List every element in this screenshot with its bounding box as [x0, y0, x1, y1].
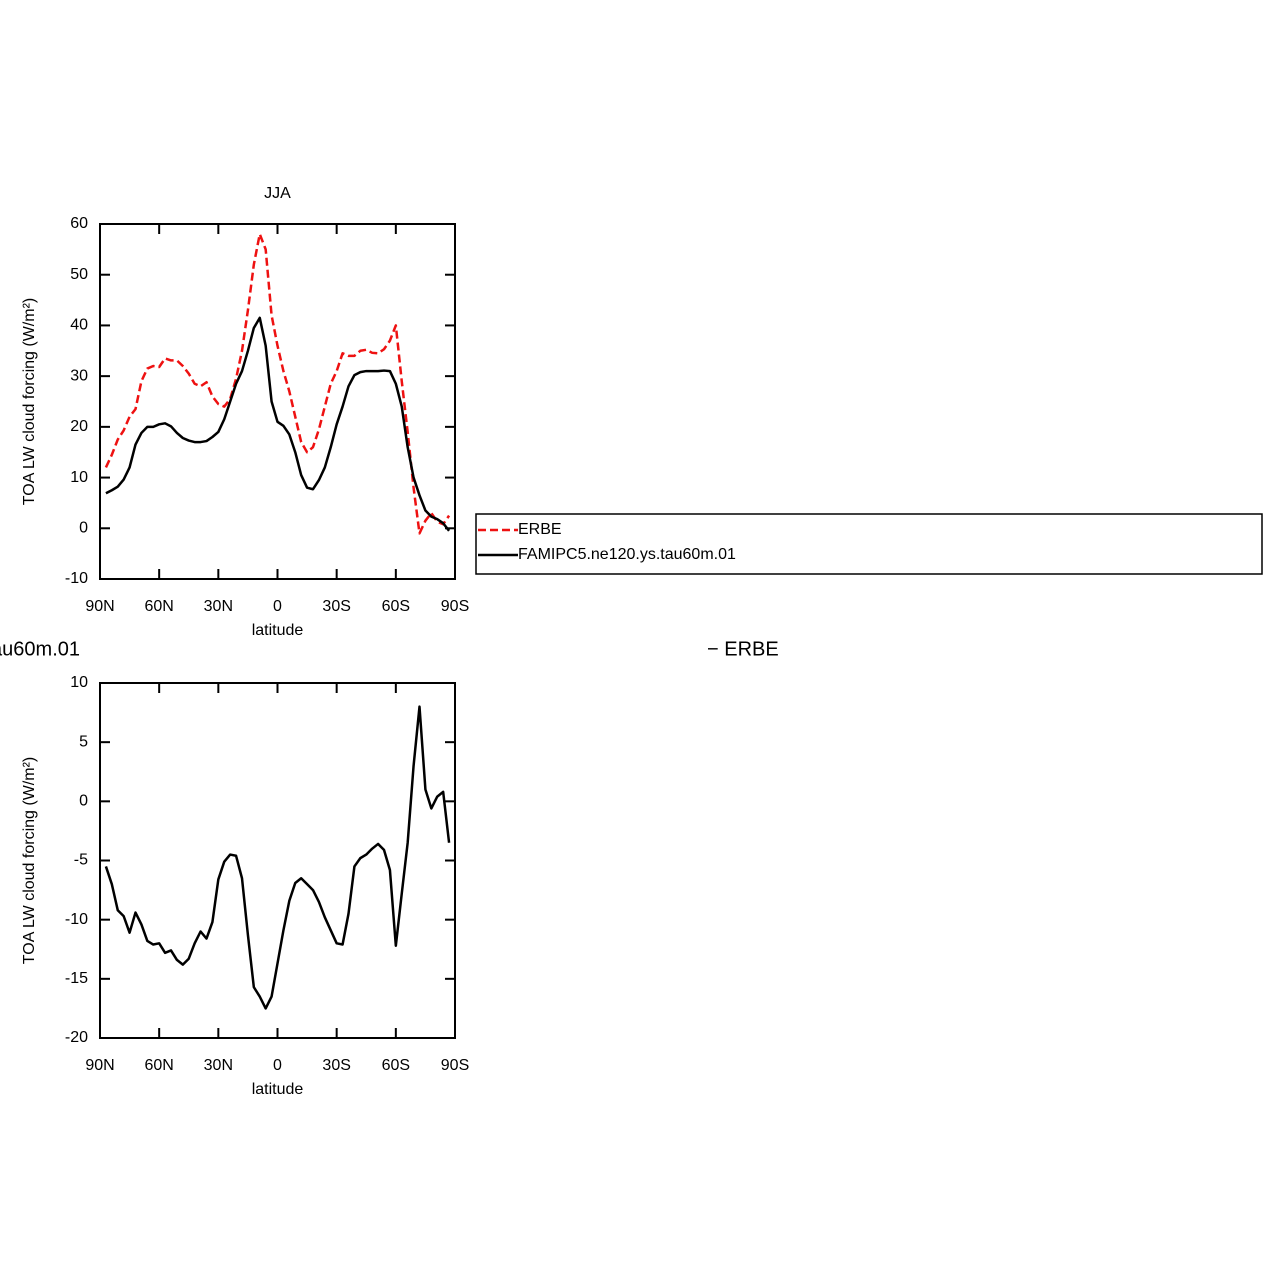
y-tick-label: 30 [70, 367, 88, 384]
y-axis-label: TOA LW cloud forcing (W/m²) [21, 757, 38, 964]
chart-title: JJA [264, 185, 291, 202]
legend-label: ERBE [518, 521, 562, 538]
y-tick-label: -10 [65, 911, 88, 928]
x-tick-label: 30S [322, 1057, 350, 1074]
plot-frame [99, 682, 456, 1039]
y-tick-label: 10 [70, 469, 88, 486]
x-tick-label: 0 [273, 598, 282, 615]
data-line [105, 316, 451, 532]
data-line [104, 705, 451, 1010]
y-tick-label: 60 [70, 215, 88, 232]
x-tick-label: 90N [85, 598, 114, 615]
y-tick-label: 0 [79, 520, 88, 537]
legend-box [475, 513, 1263, 575]
y-tick-label: 40 [70, 317, 88, 334]
x-tick-label: 30N [204, 1057, 233, 1074]
x-axis-label: latitude [252, 1081, 304, 1098]
y-tick-label: 50 [70, 266, 88, 283]
y-tick-label: 20 [70, 418, 88, 435]
y-axis-label: TOA LW cloud forcing (W/m²) [21, 298, 38, 505]
chart-title-right: − ERBE [707, 638, 779, 660]
x-tick-label: 60S [382, 1057, 410, 1074]
x-tick-label: 60N [144, 598, 173, 615]
plot-frame [99, 223, 456, 580]
x-tick-label: 0 [273, 1057, 282, 1074]
y-tick-label: -5 [74, 852, 88, 869]
y-tick-label: 5 [79, 733, 88, 750]
x-tick-label: 90S [441, 598, 469, 615]
y-tick-label: 10 [70, 674, 88, 691]
x-tick-label: 60N [144, 1057, 173, 1074]
legend-label: FAMIPC5.ne120.ys.tau60m.01 [518, 546, 736, 563]
x-tick-label: 60S [382, 598, 410, 615]
y-tick-label: -20 [65, 1029, 88, 1046]
x-tick-label: 90S [441, 1057, 469, 1074]
x-axis-label: latitude [252, 622, 304, 639]
chart-title-left: FAMIPC5.ne120.ys.tau60m.01 [0, 638, 80, 660]
data-line [104, 232, 451, 535]
y-tick-label: 0 [79, 793, 88, 810]
x-tick-label: 90N [85, 1057, 114, 1074]
y-tick-label: -15 [65, 970, 88, 987]
x-tick-label: 30N [204, 598, 233, 615]
x-tick-label: 30S [322, 598, 350, 615]
y-tick-label: -10 [65, 570, 88, 587]
